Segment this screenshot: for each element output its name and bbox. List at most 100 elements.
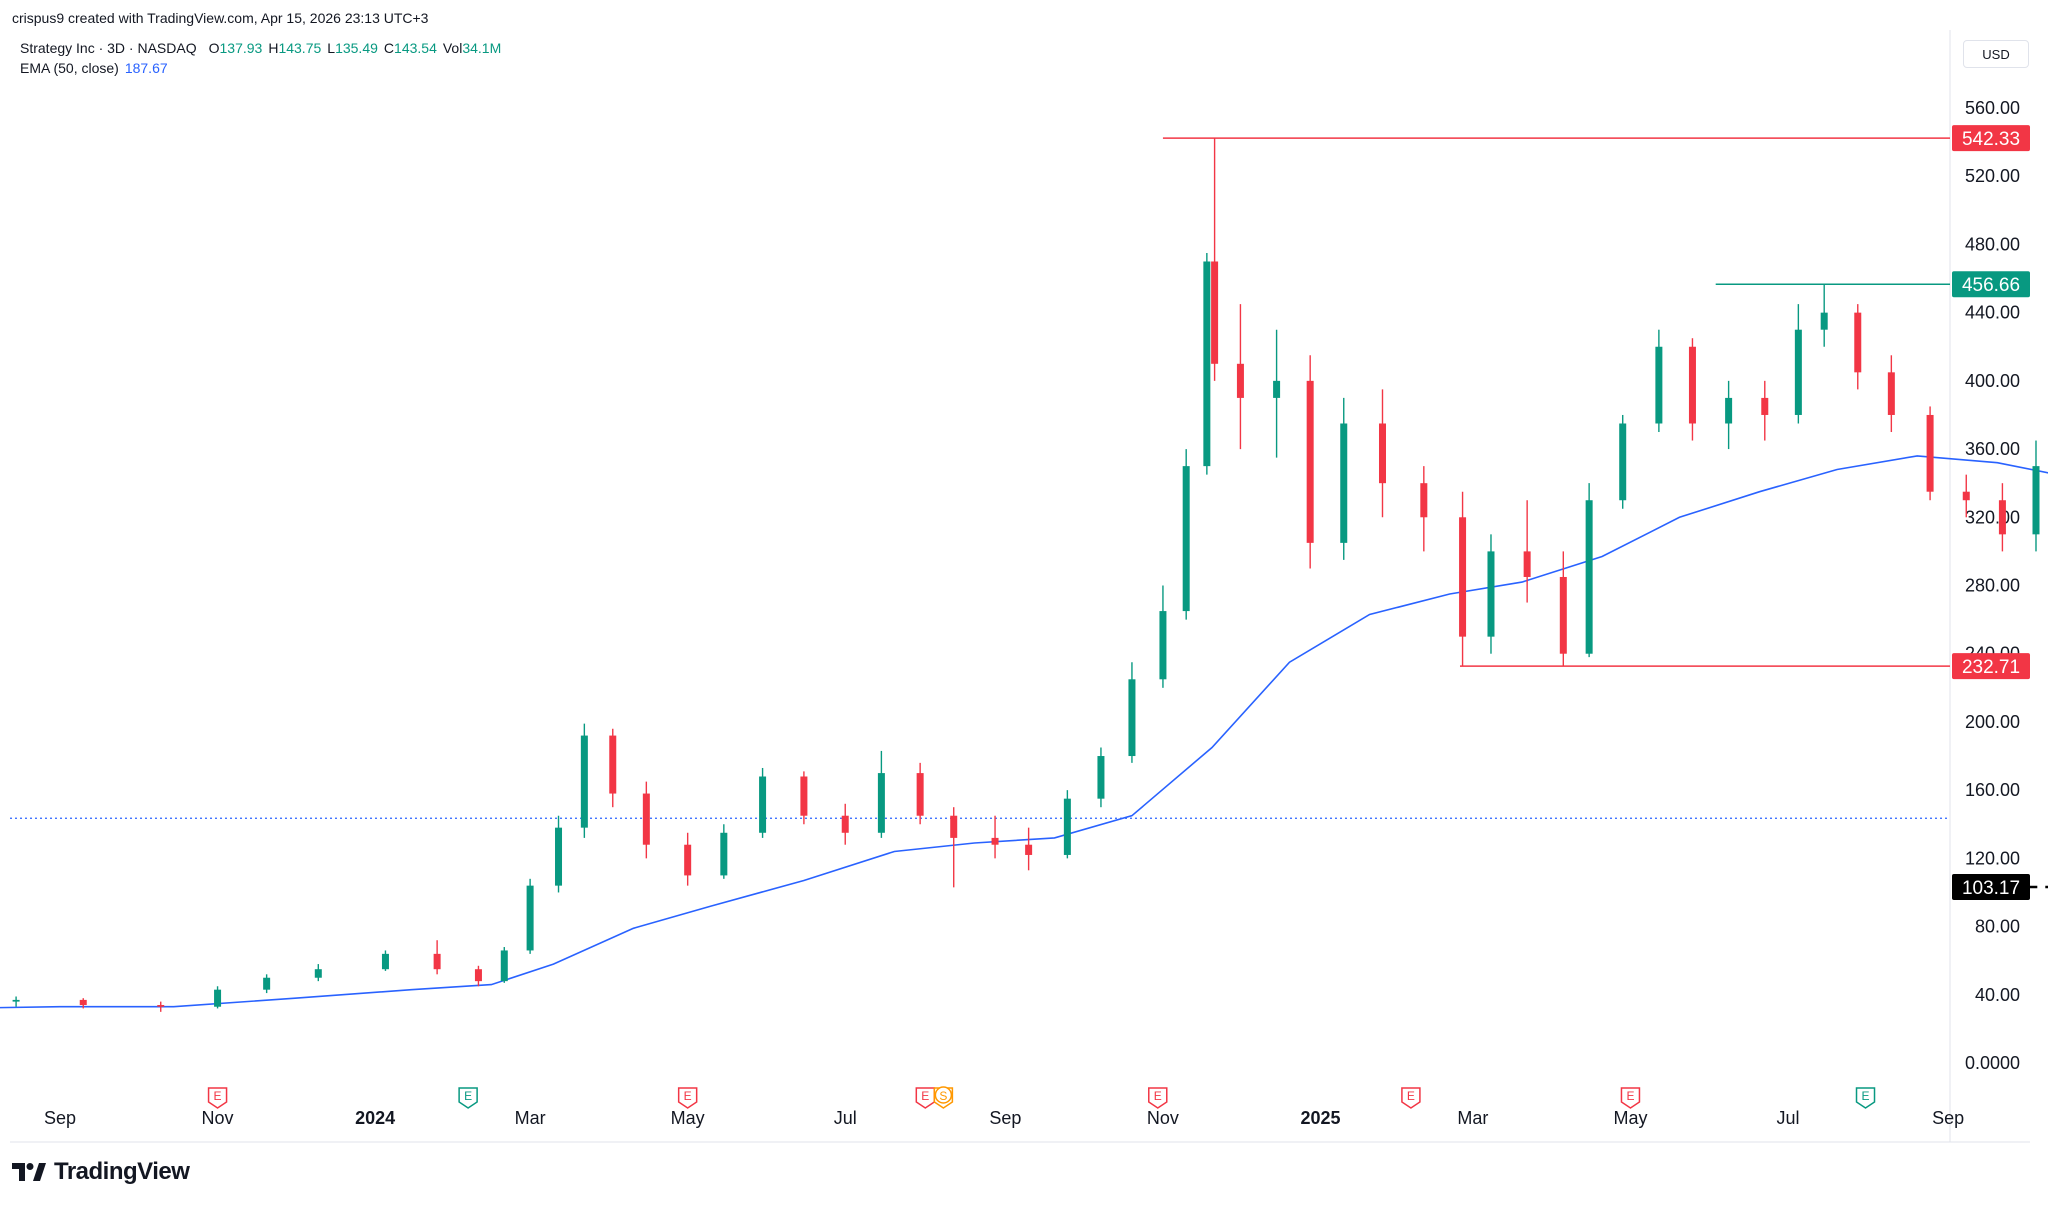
candle-body[interactable] [157,1005,165,1007]
candle-body[interactable] [1340,423,1348,543]
event-marker-earnings[interactable]: E [677,1087,698,1109]
y-tick-label: 560.00 [1965,98,2020,118]
y-tick-label: 0.0000 [1965,1053,2020,1073]
candle-body[interactable] [1306,380,1314,543]
candle-body[interactable] [1619,423,1627,501]
ema-label: EMA (50, close) [20,60,119,76]
candle-body[interactable] [555,827,563,886]
candle-body[interactable] [1926,414,1934,492]
candle-body[interactable] [1887,372,1895,415]
symbol-title[interactable]: Strategy Inc · 3D · NASDAQ [20,40,197,56]
candle-body[interactable] [1236,363,1244,398]
event-marker-earnings[interactable]: E [915,1087,936,1109]
event-marker-earnings[interactable]: E [1620,1087,1641,1109]
x-tick-label: May [671,1108,705,1128]
price-line-label: 456.66 [1962,275,2020,296]
currency-button[interactable]: USD [1963,40,2029,68]
ema-row[interactable]: EMA (50, close) 187.67 [20,58,501,78]
y-tick-label: 520.00 [1965,166,2020,186]
candle-body[interactable] [609,735,617,794]
price-line-tag [1952,271,2030,298]
candle-body[interactable] [500,950,508,982]
tradingview-logo: TradingView [12,1158,190,1186]
candle-body[interactable] [1523,551,1531,577]
candle-body[interactable] [1854,312,1862,373]
candle-body[interactable] [314,969,322,978]
candle-body[interactable] [580,735,588,828]
candle-body[interactable] [1585,500,1593,654]
ema-50-line [0,455,2048,1009]
x-tick-label: Mar [1457,1108,1488,1128]
y-tick-label: 400.00 [1965,371,2020,391]
candle-body[interactable] [1761,397,1769,415]
y-tick-label: 480.00 [1965,234,2020,254]
candle-body[interactable] [916,773,924,816]
price-line-label: 542.33 [1962,129,2020,150]
event-marker-dividend[interactable]: E [1855,1087,1876,1109]
candle-body[interactable] [1459,517,1467,637]
candle-body[interactable] [1487,551,1495,637]
y-tick-label: 120.00 [1965,848,2020,868]
candle-body[interactable] [1273,380,1281,398]
candle-body[interactable] [1063,798,1071,855]
candle-body[interactable] [1725,397,1733,424]
candle-body[interactable] [1203,261,1211,467]
candle-body[interactable] [2032,466,2040,535]
x-tick-label: 2024 [355,1108,395,1128]
candle-body[interactable] [950,815,958,838]
candle-body[interactable] [1159,611,1167,680]
candle-body[interactable] [1559,576,1567,654]
candle-body[interactable] [759,776,767,833]
candle-body[interactable] [991,837,999,845]
candle-body[interactable] [877,773,885,833]
candle-body[interactable] [841,815,849,833]
candle-body[interactable] [526,885,534,951]
high-value: 143.75 [278,40,322,56]
candle-body[interactable] [474,969,482,982]
candle-body[interactable] [1025,844,1033,855]
candle-body[interactable] [381,953,389,970]
event-marker-earnings[interactable]: E [1401,1087,1421,1109]
svg-text:E: E [214,1089,222,1103]
candle-body[interactable] [433,953,441,970]
candle-body[interactable] [720,832,728,876]
candle-body[interactable] [642,793,650,845]
candle-body[interactable] [1097,756,1105,799]
event-marker-split[interactable]: S [933,1086,954,1109]
y-tick-label: 320.00 [1965,507,2020,527]
candle-body[interactable] [800,776,808,816]
candle-body[interactable] [1820,312,1828,330]
chart-attribution: crispus9 created with TradingView.com, A… [12,10,428,26]
volume-label: Vol [442,40,463,56]
candle-body[interactable] [12,999,20,1002]
candle-body[interactable] [1688,346,1696,424]
y-tick-label: 40.00 [1975,985,2020,1005]
candle-body[interactable] [1655,346,1663,424]
close-value: 143.54 [394,40,437,56]
y-tick-label: 200.00 [1965,712,2020,732]
candle-body[interactable] [1998,500,2006,535]
event-marker-earnings[interactable]: E [1148,1087,1168,1109]
x-tick-label: 2025 [1300,1108,1340,1128]
low-label: L [327,40,336,56]
candle-body[interactable] [1211,261,1219,364]
x-tick-label: Nov [1147,1108,1179,1128]
event-marker-dividend[interactable]: E [458,1087,478,1109]
candle-body[interactable] [1128,679,1136,757]
x-tick-label: Sep [989,1108,1021,1128]
candle-body[interactable] [1794,329,1802,415]
candle-body[interactable] [1182,466,1190,612]
candle-body[interactable] [1962,491,1970,501]
candle-body[interactable] [214,989,222,1007]
event-marker-earnings[interactable]: E [207,1087,228,1109]
candle-body[interactable] [263,977,271,990]
candle-body[interactable] [79,999,87,1006]
candle-body[interactable] [684,844,692,876]
x-tick-label: Jul [834,1108,857,1128]
candle-body[interactable] [1420,483,1428,518]
price-line-label: 103.17 [1962,878,2020,899]
ohlc-row: Strategy Inc · 3D · NASDAQ O137.93 H143.… [20,38,501,58]
candle-body[interactable] [1378,423,1386,484]
price-line-label: 232.71 [1962,657,2020,678]
